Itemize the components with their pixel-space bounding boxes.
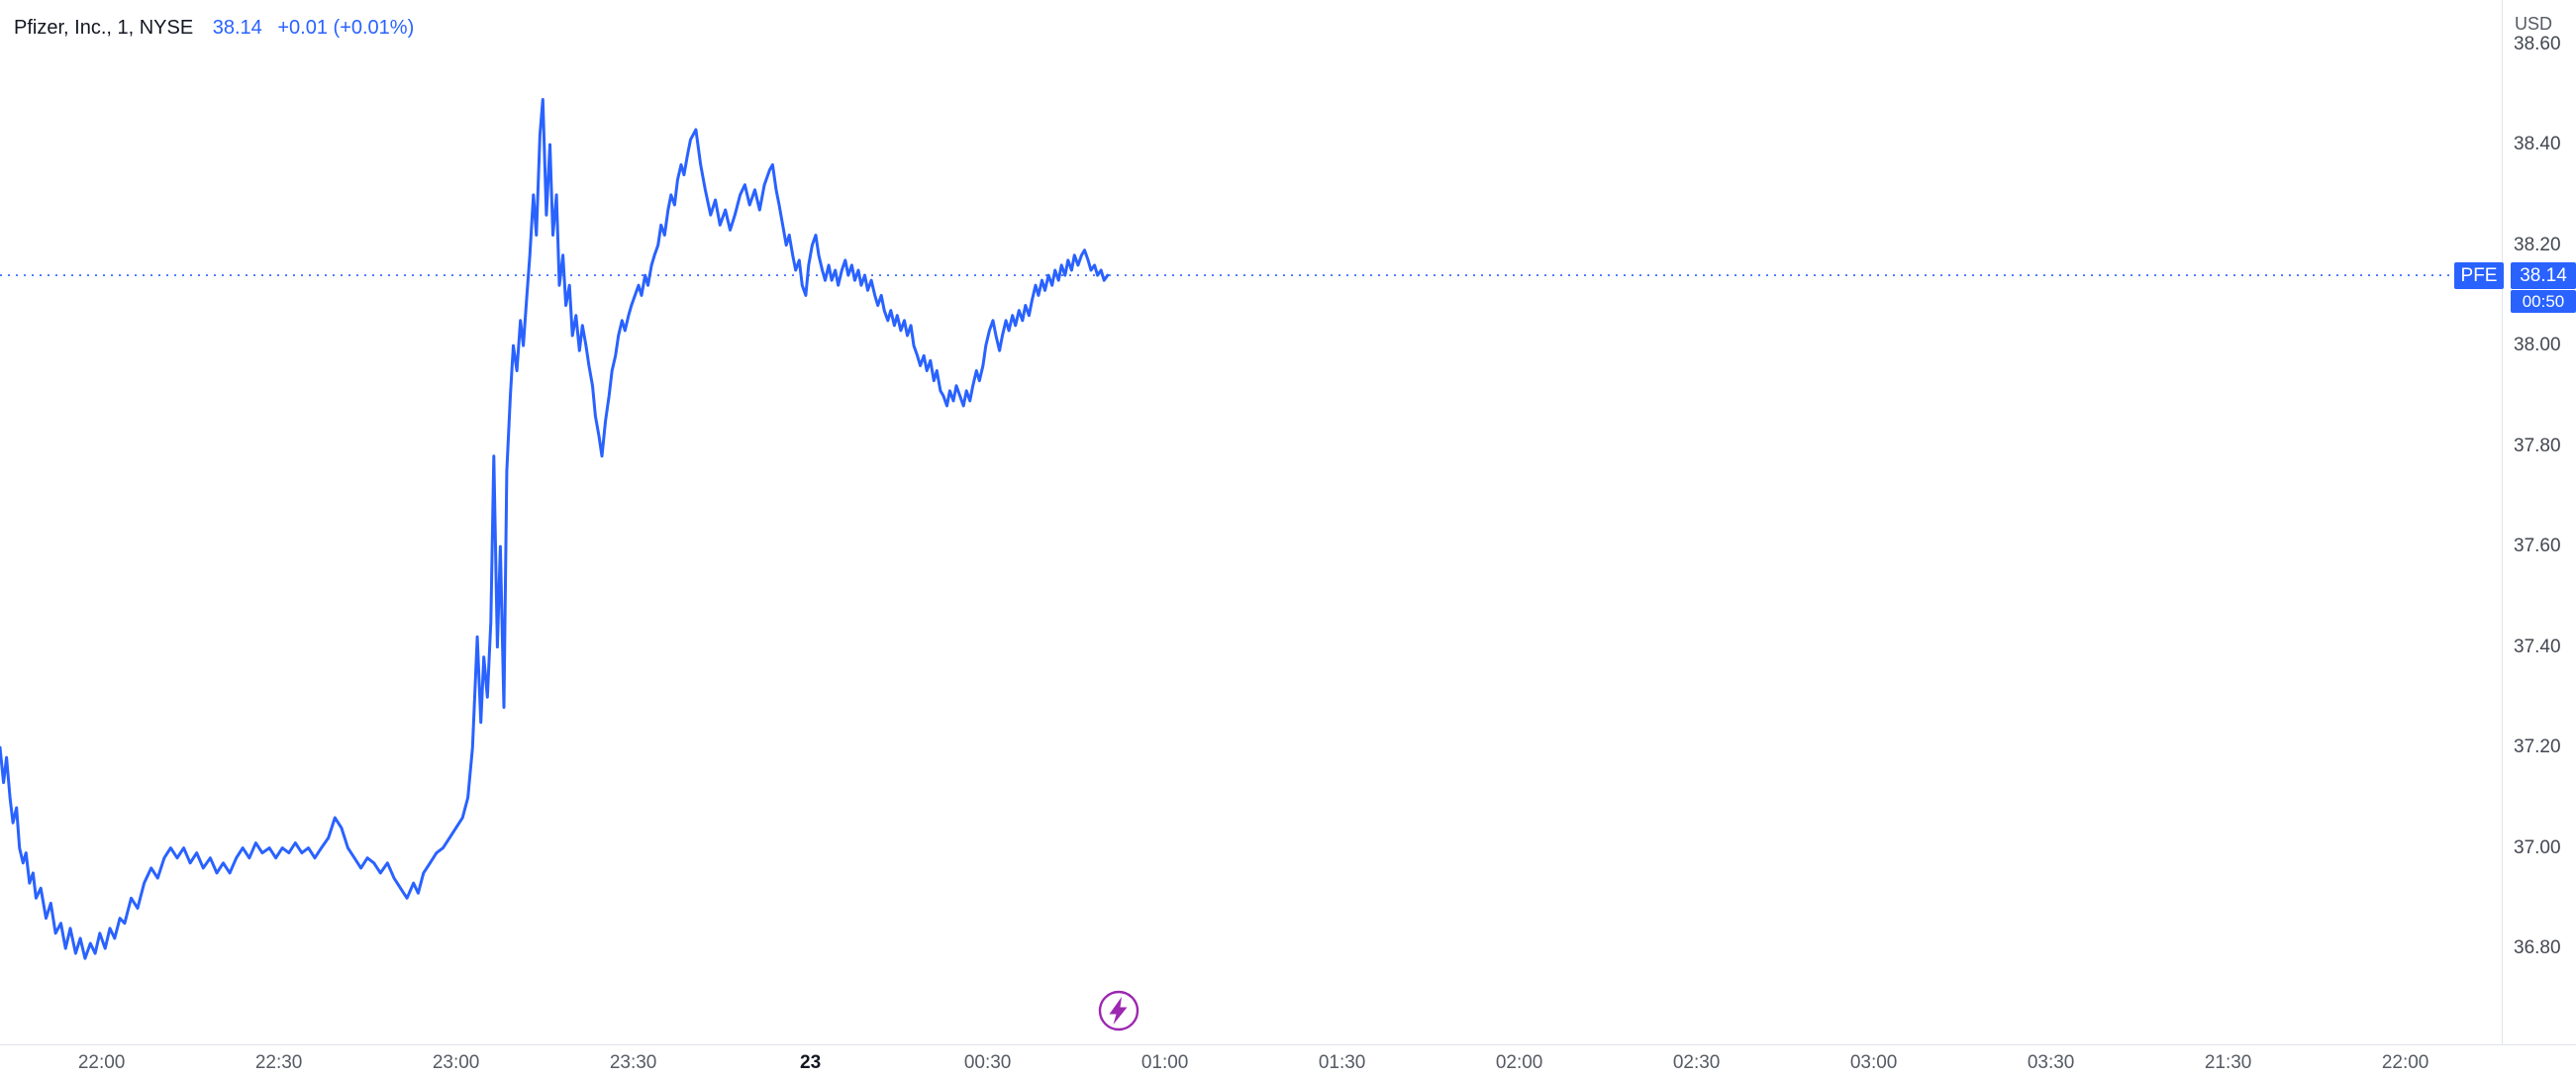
y-axis-label: 37.00 bbox=[2514, 836, 2561, 858]
price-series-line bbox=[0, 98, 1110, 960]
y-axis-label: 38.40 bbox=[2514, 134, 2561, 155]
x-axis-label: 23:30 bbox=[609, 1052, 657, 1073]
current-price-tag[interactable]: PFE 38.14 00:50 bbox=[2454, 261, 2576, 313]
x-axis-label: 21:30 bbox=[2204, 1052, 2252, 1073]
symbol-title: Pfizer, Inc., 1, NYSE bbox=[14, 17, 194, 39]
currency-label: USD bbox=[2515, 14, 2553, 34]
y-axis-label: 38.20 bbox=[2514, 234, 2561, 255]
last-price-chip: 38.14 bbox=[2511, 261, 2576, 289]
x-axis-label: 02:00 bbox=[1495, 1052, 1543, 1073]
y-axis-label: 36.80 bbox=[2514, 937, 2561, 959]
y-axis-label: 38.60 bbox=[2514, 33, 2561, 54]
y-axis-label: 37.20 bbox=[2514, 736, 2561, 758]
x-axis-label: 22:00 bbox=[2381, 1052, 2429, 1073]
x-axis-label: 00:30 bbox=[963, 1052, 1012, 1073]
legend-change: +0.01 (+0.01%) bbox=[277, 17, 415, 39]
y-axis-label: 37.80 bbox=[2514, 435, 2561, 456]
bar-countdown: 00:50 bbox=[2511, 289, 2576, 313]
x-axis-label: 23 bbox=[800, 1052, 822, 1073]
x-axis-label: 22:00 bbox=[77, 1052, 126, 1073]
legend-last-price: 38.14 bbox=[212, 17, 262, 39]
time-axis[interactable]: 22:00 22:30 23:00 23:30 23 00:30 01:00 01:30 02:… bbox=[0, 1044, 2576, 1079]
x-axis-label: 02:30 bbox=[1672, 1052, 1721, 1073]
x-axis-label: 01:30 bbox=[1318, 1052, 1366, 1073]
y-axis-label: 37.40 bbox=[2514, 636, 2561, 657]
y-axis-label: 37.60 bbox=[2514, 536, 2561, 557]
x-axis-label: 22:30 bbox=[254, 1052, 303, 1073]
y-axis-label: 38.00 bbox=[2514, 335, 2561, 356]
x-axis-label: 23:00 bbox=[432, 1052, 480, 1073]
x-axis-label: 03:00 bbox=[1849, 1052, 1898, 1073]
symbol-legend[interactable]: Pfizer, Inc., 1, NYSE 38.14 +0.01 (+0.01… bbox=[14, 16, 414, 40]
price-axis[interactable]: USD 38.60 38.40 38.20 38.00 37.80 37.60 37.40 3… bbox=[2502, 0, 2576, 1045]
symbol-chip[interactable]: PFE bbox=[2454, 261, 2504, 289]
x-axis-label: 01:00 bbox=[1140, 1052, 1189, 1073]
x-axis-label: 03:30 bbox=[2027, 1052, 2075, 1073]
lightning-icon[interactable] bbox=[1097, 989, 1140, 1032]
